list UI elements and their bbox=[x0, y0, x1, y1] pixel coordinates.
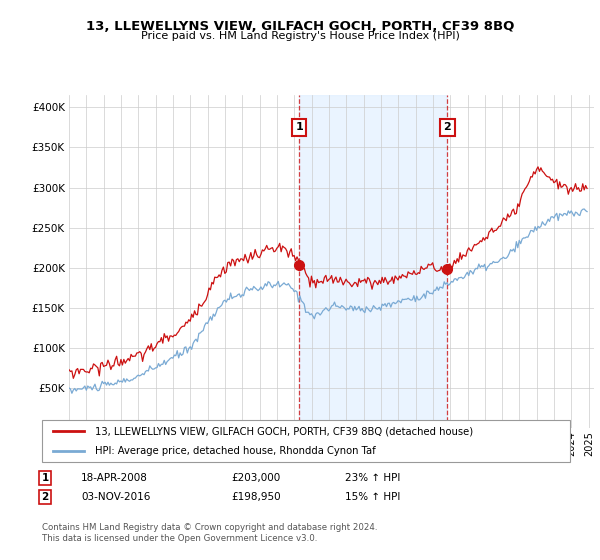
Text: 1: 1 bbox=[295, 122, 303, 132]
Text: 13, LLEWELLYNS VIEW, GILFACH GOCH, PORTH, CF39 8BQ (detached house): 13, LLEWELLYNS VIEW, GILFACH GOCH, PORTH… bbox=[95, 426, 473, 436]
Text: 2: 2 bbox=[41, 492, 49, 502]
Text: 13, LLEWELLYNS VIEW, GILFACH GOCH, PORTH, CF39 8BQ: 13, LLEWELLYNS VIEW, GILFACH GOCH, PORTH… bbox=[86, 20, 514, 32]
FancyBboxPatch shape bbox=[42, 420, 570, 462]
Text: £198,950: £198,950 bbox=[231, 492, 281, 502]
Text: Contains HM Land Registry data © Crown copyright and database right 2024.
This d: Contains HM Land Registry data © Crown c… bbox=[42, 524, 377, 543]
Text: 15% ↑ HPI: 15% ↑ HPI bbox=[345, 492, 400, 502]
Text: 2: 2 bbox=[443, 122, 451, 132]
Bar bbox=[299, 95, 448, 428]
Text: Price paid vs. HM Land Registry's House Price Index (HPI): Price paid vs. HM Land Registry's House … bbox=[140, 31, 460, 41]
Text: HPI: Average price, detached house, Rhondda Cynon Taf: HPI: Average price, detached house, Rhon… bbox=[95, 446, 376, 456]
Text: 18-APR-2008: 18-APR-2008 bbox=[81, 473, 148, 483]
Text: 1: 1 bbox=[41, 473, 49, 483]
Text: 03-NOV-2016: 03-NOV-2016 bbox=[81, 492, 151, 502]
Text: 23% ↑ HPI: 23% ↑ HPI bbox=[345, 473, 400, 483]
Text: £203,000: £203,000 bbox=[231, 473, 280, 483]
